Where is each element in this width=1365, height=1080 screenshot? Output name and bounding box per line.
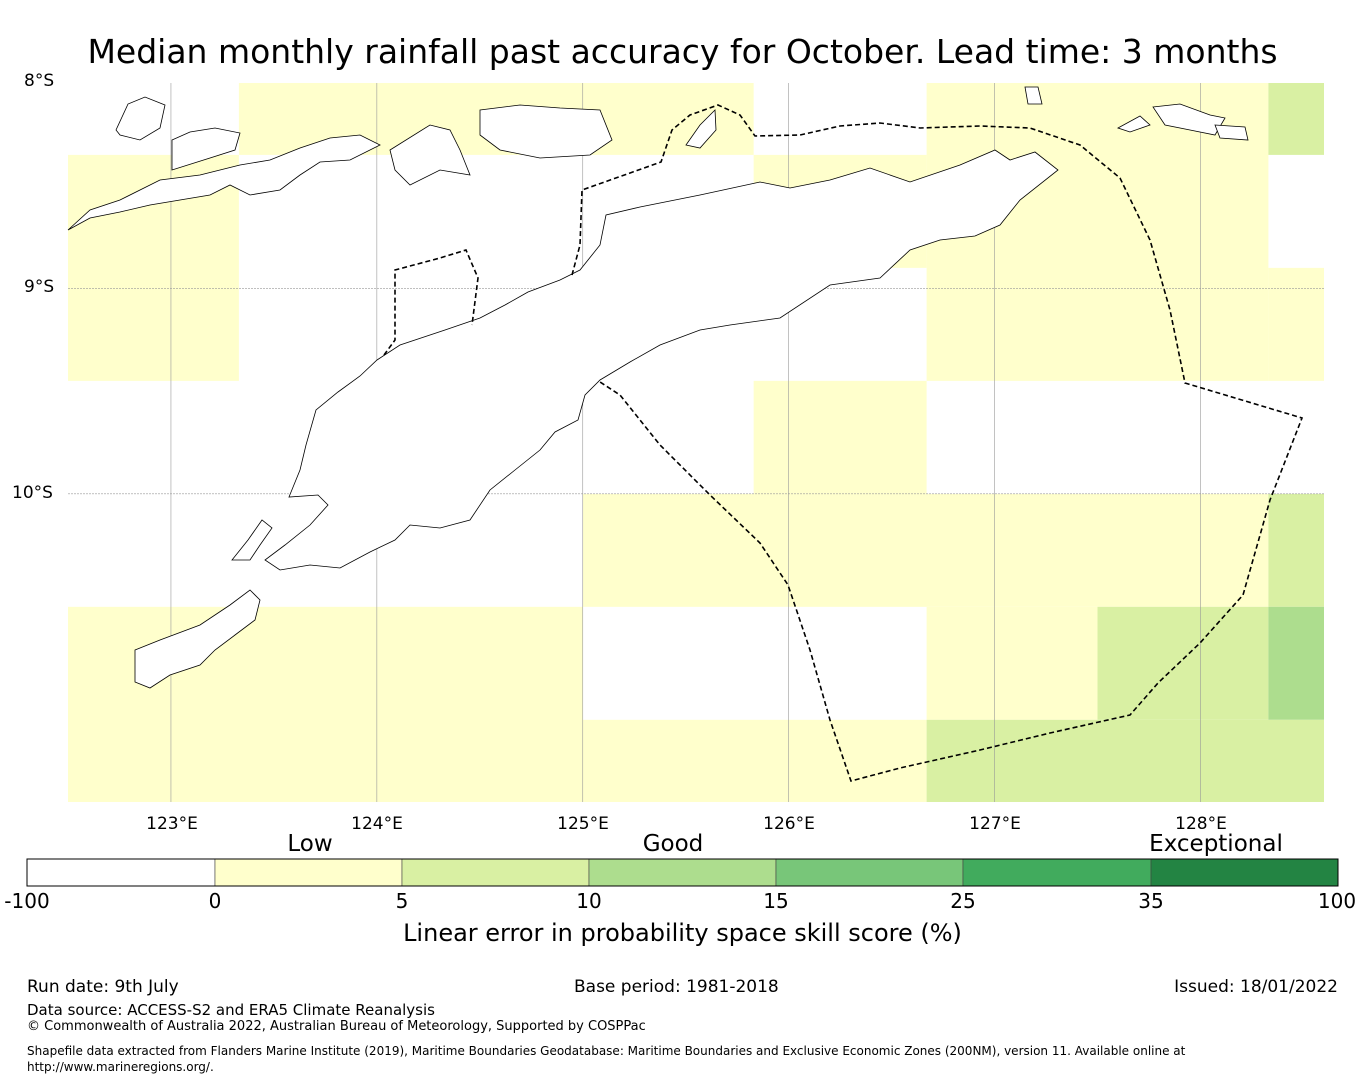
skill-map bbox=[67, 83, 1324, 802]
coastline bbox=[479, 104, 613, 159]
lon-label-124e: 124°E bbox=[351, 814, 403, 834]
skill-cell bbox=[926, 606, 1098, 720]
skill-cell bbox=[1268, 606, 1324, 720]
lat-label-9s: 9°S bbox=[24, 277, 55, 297]
skill-cell bbox=[582, 493, 1269, 607]
coastline bbox=[1024, 86, 1043, 105]
coastline bbox=[1117, 115, 1151, 133]
colorbar-tick: 35 bbox=[1138, 889, 1164, 913]
run-date: Run date: 9th July bbox=[27, 977, 179, 997]
lat-label-10s: 10°S bbox=[12, 483, 53, 503]
lon-label-123e: 123°E bbox=[146, 814, 198, 834]
lat-label-8s: 8°S bbox=[24, 71, 55, 91]
coastline bbox=[389, 124, 471, 186]
copyright: © Commonwealth of Australia 2022, Austra… bbox=[27, 1019, 646, 1034]
skill-cell bbox=[1268, 267, 1324, 381]
coastline bbox=[134, 589, 261, 689]
lon-label-126e: 126°E bbox=[763, 814, 815, 834]
skill-cell bbox=[1097, 606, 1269, 720]
skill-cell bbox=[68, 606, 583, 802]
coastline bbox=[115, 96, 166, 141]
colorbar-segment bbox=[401, 858, 590, 887]
shapefile-credit: Shapefile data extracted from Flanders M… bbox=[27, 1044, 1186, 1074]
skill-cell bbox=[753, 380, 927, 494]
colorbar-frame bbox=[26, 858, 1339, 887]
colorbar-tick: 0 bbox=[208, 889, 222, 913]
skill-cell bbox=[1268, 493, 1324, 607]
issued-date: Issued: 18/01/2022 bbox=[1174, 977, 1338, 997]
lon-label-128e: 128°E bbox=[1175, 814, 1227, 834]
colorbar bbox=[26, 858, 1339, 887]
colorbar-tick: 5 bbox=[395, 889, 409, 913]
legend-category-good: Good bbox=[642, 831, 704, 857]
eez-boundary bbox=[383, 249, 479, 356]
lon-label-127e: 127°E bbox=[969, 814, 1021, 834]
lon-label-125e: 125°E bbox=[557, 814, 609, 834]
legend-category-exceptional: Exceptional bbox=[1149, 831, 1283, 857]
eez-boundary bbox=[571, 104, 1304, 782]
coastline bbox=[685, 109, 717, 149]
colorbar-tick: 10 bbox=[576, 889, 602, 913]
colorbar-tick: 100 bbox=[1317, 889, 1357, 913]
colorbar-segment bbox=[214, 858, 403, 887]
coastline bbox=[67, 134, 381, 231]
coastline bbox=[171, 127, 241, 171]
skill-cell bbox=[582, 719, 927, 802]
page-title: Median monthly rainfall past accuracy fo… bbox=[87, 32, 1278, 71]
coastline bbox=[231, 519, 273, 561]
colorbar-tick: 15 bbox=[763, 889, 789, 913]
skill-cell bbox=[926, 719, 1324, 802]
colorbar-tick: -100 bbox=[4, 889, 50, 913]
data-source: Data source: ACCESS-S2 and ERA5 Climate … bbox=[27, 1001, 435, 1019]
colorbar-segment bbox=[26, 858, 216, 887]
colorbar-segment bbox=[962, 858, 1152, 887]
coastline bbox=[264, 149, 1059, 571]
colorbar-segment bbox=[1150, 858, 1339, 887]
skill-cell bbox=[1268, 83, 1324, 155]
colorbar-title: Linear error in probability space skill … bbox=[403, 919, 962, 947]
coastline bbox=[1214, 124, 1249, 141]
colorbar-segment bbox=[775, 858, 964, 887]
colorbar-segment bbox=[588, 858, 777, 887]
legend-category-low: Low bbox=[287, 831, 333, 857]
colorbar-tick: 25 bbox=[950, 889, 976, 913]
base-period: Base period: 1981-2018 bbox=[574, 977, 779, 997]
